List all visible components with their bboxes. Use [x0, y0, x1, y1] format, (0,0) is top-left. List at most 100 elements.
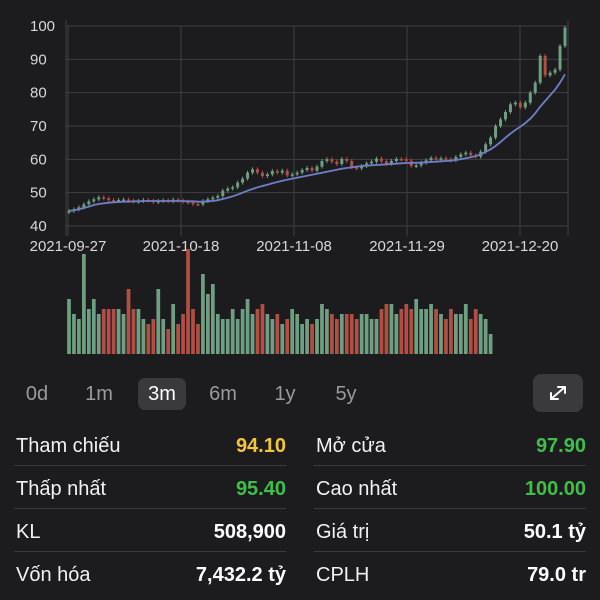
volume-bar	[280, 324, 285, 354]
volume-bar	[468, 319, 473, 354]
range-tab-6m[interactable]: 6m	[209, 383, 237, 405]
candle-body	[191, 202, 195, 204]
range-tab-3m[interactable]: 3m	[138, 378, 186, 410]
volume-bar	[146, 324, 151, 354]
stat-shares: CPLH 79.0 tr	[314, 555, 586, 595]
candle-body	[464, 152, 468, 155]
candle-body	[345, 159, 349, 161]
candle-body	[558, 46, 562, 70]
volume-bar	[220, 319, 225, 354]
volume-bar	[77, 319, 81, 354]
candle-body	[429, 158, 433, 161]
x-tick-label: 2021-11-08	[256, 238, 332, 255]
candle-body	[102, 197, 106, 199]
volume-bar	[374, 319, 379, 354]
volume-bar	[121, 314, 126, 354]
candle-body	[375, 158, 379, 162]
volume-bar	[454, 314, 458, 354]
candle-body	[379, 158, 383, 162]
candle-body	[255, 169, 259, 173]
candle-body	[538, 56, 542, 83]
range-selector: 0d 1m 3m 6m 1y 5y	[10, 374, 590, 414]
volume-bar	[404, 304, 409, 354]
volume-bar	[384, 304, 389, 354]
candle-body	[434, 158, 438, 160]
candle-body	[216, 196, 220, 198]
y-tick-label: 100	[30, 18, 55, 35]
volume-bar	[473, 309, 478, 354]
volume-bars	[67, 249, 493, 354]
volume-bar	[161, 319, 166, 354]
volume-bar	[265, 314, 270, 354]
volume-bar	[171, 304, 176, 354]
candle-body	[305, 168, 309, 170]
candle-body	[340, 159, 344, 164]
range-tab-1y[interactable]: 1y	[274, 383, 296, 405]
volume-bar	[270, 319, 275, 354]
volume-bar	[349, 314, 354, 354]
volume-bar	[235, 319, 240, 354]
candle-body	[260, 172, 264, 176]
candle-body	[394, 159, 398, 161]
stat-label: Tham chiếu	[16, 435, 121, 457]
stat-volume: KL 508,900	[14, 512, 286, 552]
fullscreen-button[interactable]	[533, 374, 583, 412]
candle-body	[384, 161, 388, 164]
volume-bar	[300, 324, 304, 354]
range-tab-0d[interactable]: 0d	[25, 383, 49, 405]
candle-body	[295, 172, 299, 175]
candle-body	[310, 168, 314, 171]
volume-bar	[424, 309, 428, 354]
volume-bar	[196, 324, 200, 354]
candle-body	[389, 161, 393, 164]
x-tick-label: 2021-10-18	[143, 238, 220, 255]
candle-body	[508, 104, 512, 112]
candle-body	[350, 161, 354, 168]
volume-bar	[310, 324, 314, 354]
candle-body	[236, 182, 240, 188]
volume-bar	[116, 309, 121, 354]
volume-bar	[458, 314, 463, 354]
stat-value: 100.00	[524, 478, 586, 500]
volume-bar	[255, 309, 260, 354]
volume-bar	[483, 319, 488, 354]
stat-low: Thấp nhất 95.40	[14, 469, 286, 509]
candle-body	[211, 197, 215, 200]
candle-body	[112, 200, 116, 202]
volume-bar	[181, 314, 185, 354]
volume-bar	[399, 309, 404, 354]
range-tab-1m[interactable]: 1m	[85, 383, 113, 405]
stat-label: Giá trị	[316, 521, 370, 543]
volume-bar	[225, 319, 230, 354]
candle-body	[419, 162, 423, 166]
candle-body	[533, 82, 537, 93]
candle-body	[360, 166, 364, 169]
candlesticks	[67, 25, 567, 214]
y-tick-label: 90	[30, 51, 47, 68]
y-tick-label: 60	[30, 151, 47, 168]
candle-body	[117, 200, 121, 202]
candle-body	[241, 178, 245, 183]
candle-body	[315, 166, 319, 171]
volume-bar	[320, 304, 324, 354]
volume-bar	[305, 319, 309, 354]
candle-body	[122, 199, 126, 202]
candle-body	[528, 92, 532, 103]
candle-body	[335, 161, 339, 164]
volume-bar	[429, 304, 433, 354]
stat-value: 7,432.2 tỷ	[195, 564, 286, 586]
volume-bar	[67, 299, 71, 354]
volume-bar	[275, 314, 280, 354]
stat-value: 95.40	[235, 478, 286, 500]
volume-bar	[354, 319, 359, 354]
candle-body	[87, 201, 91, 205]
stat-market-cap: Vốn hóa 7,432.2 tỷ	[14, 555, 286, 595]
candle-body	[265, 174, 269, 176]
candle-body	[439, 158, 443, 160]
candle-body	[127, 199, 131, 202]
stat-high: Cao nhất 100.00	[314, 469, 586, 509]
range-tab-5y[interactable]: 5y	[335, 383, 357, 405]
candle-body	[553, 69, 557, 73]
candle-body	[484, 144, 488, 152]
